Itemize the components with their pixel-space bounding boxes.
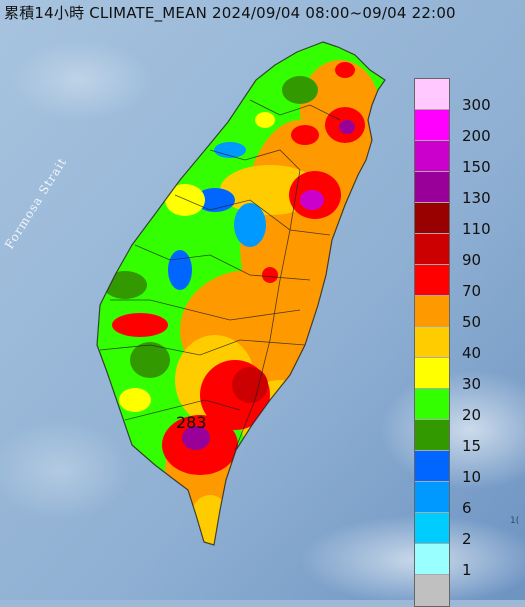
legend-swatch — [415, 203, 449, 234]
legend-swatch — [415, 482, 449, 513]
county-boundaries — [96, 41, 386, 546]
legend-swatch — [415, 575, 449, 606]
legend-swatch — [415, 389, 449, 420]
legend-swatch — [415, 544, 449, 575]
legend-swatch — [415, 420, 449, 451]
legend-swatch — [415, 513, 449, 544]
legend-label: 6 — [462, 499, 472, 517]
legend-swatch — [415, 234, 449, 265]
legend-swatch — [415, 79, 449, 110]
legend-swatch — [415, 265, 449, 296]
legend-label: 90 — [462, 251, 482, 269]
legend-label: 130 — [462, 189, 491, 207]
legend-label: 50 — [462, 313, 482, 331]
legend-label: 1 — [462, 561, 472, 579]
legend-label: 10 — [462, 468, 482, 486]
legend-label: 20 — [462, 406, 482, 424]
legend-swatch — [415, 296, 449, 327]
color-legend — [414, 78, 450, 607]
legend-label: 70 — [462, 282, 482, 300]
legend-label: 15 — [462, 437, 482, 455]
legend-swatch — [415, 141, 449, 172]
legend-swatch — [415, 110, 449, 141]
legend-swatch — [415, 358, 449, 389]
legend-label: 200 — [462, 127, 491, 145]
legend-label: 2 — [462, 530, 472, 548]
map-title: 累積14小時 CLIMATE_MEAN 2024/09/04 08:00~09/… — [4, 4, 456, 22]
peak-value-label: 283 — [176, 413, 207, 432]
legend-swatch — [415, 172, 449, 203]
legend-swatch — [415, 327, 449, 358]
corner-text: 1( — [510, 516, 520, 526]
legend-label: 40 — [462, 344, 482, 362]
legend-label: 110 — [462, 220, 491, 238]
legend-label: 300 — [462, 96, 491, 114]
legend-label: 30 — [462, 375, 482, 393]
legend-label: 150 — [462, 158, 491, 176]
legend-swatch — [415, 451, 449, 482]
